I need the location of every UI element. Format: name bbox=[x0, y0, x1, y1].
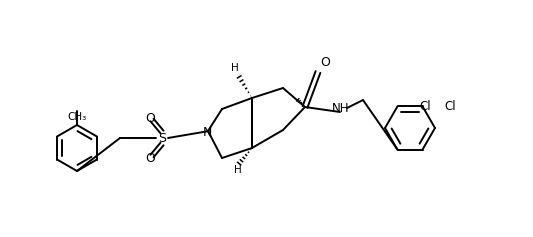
Text: Cl: Cl bbox=[445, 100, 456, 113]
Text: S: S bbox=[158, 132, 166, 145]
Text: H: H bbox=[234, 165, 242, 175]
Text: N: N bbox=[203, 127, 212, 140]
Text: H: H bbox=[231, 63, 239, 73]
Text: O: O bbox=[320, 55, 330, 68]
Text: NH: NH bbox=[332, 101, 350, 114]
Text: CH₃: CH₃ bbox=[67, 112, 87, 122]
Text: O: O bbox=[145, 151, 155, 164]
Text: O: O bbox=[145, 111, 155, 124]
Text: Cl: Cl bbox=[419, 100, 431, 113]
